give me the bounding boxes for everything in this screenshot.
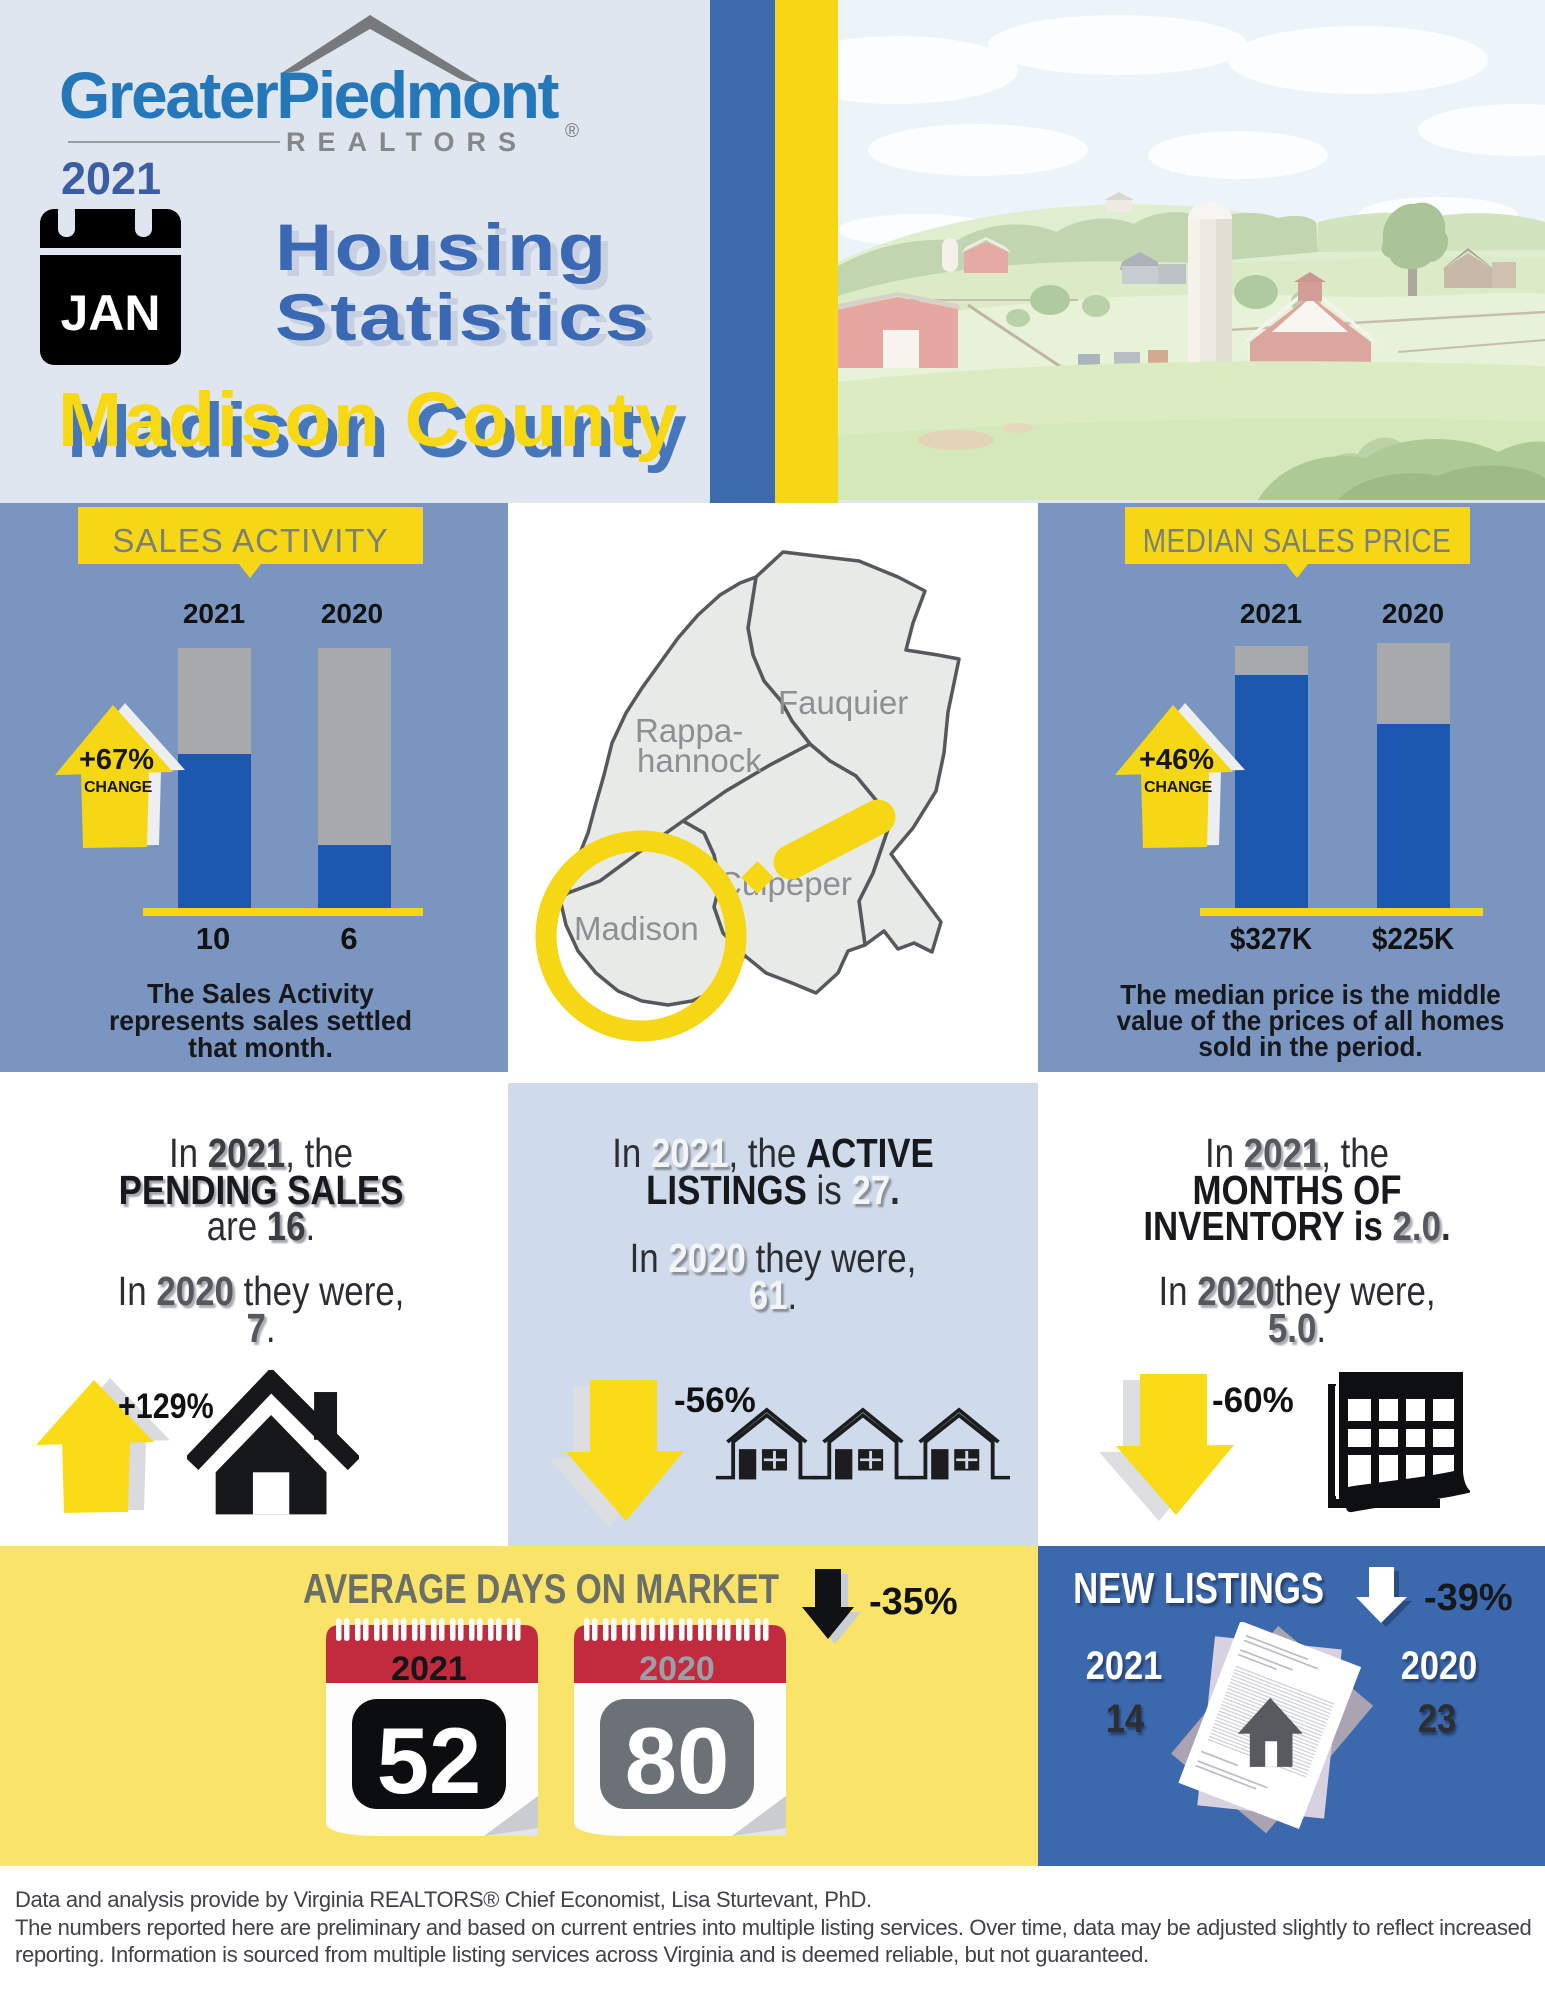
svg-text:2020: 2020 bbox=[639, 1650, 715, 1688]
svg-text:52: 52 bbox=[377, 1708, 482, 1813]
svg-text:Madison: Madison bbox=[574, 910, 699, 947]
svg-text:Rappa-: Rappa- bbox=[635, 712, 743, 749]
svg-text:Fauquier: Fauquier bbox=[778, 684, 908, 721]
svg-text:hannock: hannock bbox=[637, 742, 762, 779]
svg-text:2021: 2021 bbox=[391, 1650, 467, 1688]
svg-text:80: 80 bbox=[625, 1708, 730, 1813]
